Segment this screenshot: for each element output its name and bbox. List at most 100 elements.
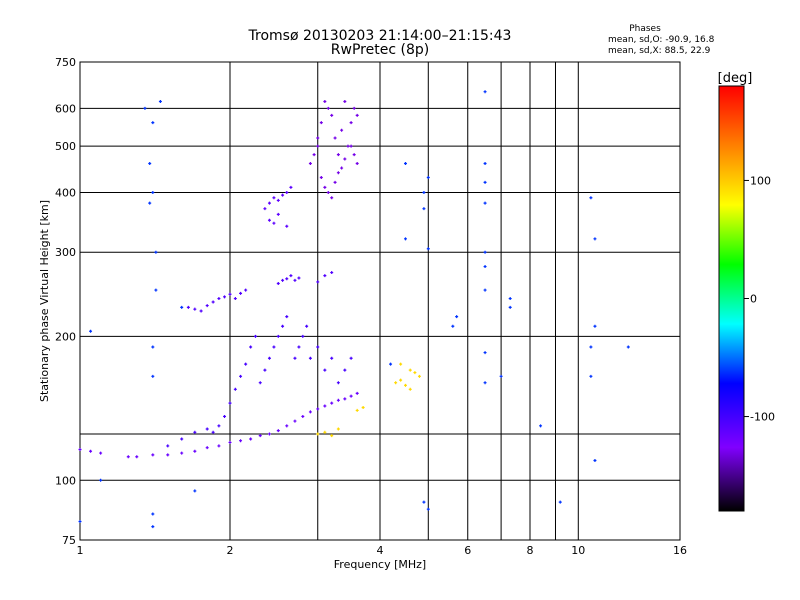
data-point bbox=[323, 404, 327, 408]
data-point bbox=[239, 439, 243, 443]
data-point bbox=[281, 278, 285, 282]
data-point bbox=[244, 288, 248, 292]
data-point bbox=[249, 437, 253, 441]
data-point bbox=[349, 356, 353, 360]
data-point bbox=[483, 351, 487, 355]
data-point bbox=[394, 381, 398, 385]
data-point bbox=[276, 198, 280, 202]
x-tick-label: 8 bbox=[527, 544, 534, 557]
colorbar-tick-label: -100 bbox=[750, 411, 775, 424]
data-point bbox=[483, 180, 487, 184]
data-point bbox=[301, 414, 305, 418]
data-point bbox=[403, 237, 407, 241]
data-point bbox=[276, 429, 280, 433]
data-point bbox=[193, 307, 197, 311]
data-point bbox=[330, 113, 334, 117]
data-point bbox=[205, 304, 209, 308]
x-tick-label: 2 bbox=[227, 544, 234, 557]
data-point bbox=[233, 297, 237, 301]
data-point bbox=[340, 166, 344, 170]
data-point bbox=[205, 427, 209, 431]
data-point bbox=[180, 451, 184, 455]
data-point bbox=[193, 449, 197, 453]
data-point bbox=[336, 153, 340, 157]
data-point bbox=[399, 378, 403, 382]
data-point bbox=[281, 193, 285, 197]
data-point bbox=[558, 500, 562, 504]
legend-title: Phases bbox=[629, 24, 661, 34]
data-point bbox=[316, 407, 320, 411]
data-point bbox=[422, 190, 426, 194]
data-point bbox=[217, 444, 221, 448]
data-point bbox=[316, 144, 320, 148]
data-point bbox=[593, 324, 597, 328]
data-point bbox=[343, 397, 347, 401]
data-point bbox=[228, 401, 232, 405]
data-point bbox=[211, 300, 215, 304]
data-point bbox=[276, 212, 280, 216]
data-point bbox=[135, 455, 139, 459]
data-point bbox=[308, 161, 312, 165]
data-point bbox=[217, 297, 221, 301]
data-point bbox=[483, 201, 487, 205]
data-point bbox=[417, 374, 421, 378]
phase-legend: Phases mean, sd,O: -90.9, 16.8 mean, sd,… bbox=[608, 24, 715, 56]
data-point bbox=[233, 387, 237, 391]
data-point bbox=[316, 432, 320, 436]
data-point bbox=[349, 394, 353, 398]
data-point bbox=[626, 345, 630, 349]
data-point bbox=[333, 180, 337, 184]
data-point bbox=[408, 387, 412, 391]
data-point bbox=[193, 489, 197, 493]
data-point bbox=[593, 458, 597, 462]
data-point bbox=[239, 374, 243, 378]
data-point bbox=[389, 362, 393, 366]
data-point bbox=[151, 190, 155, 194]
data-points bbox=[78, 90, 630, 529]
data-point bbox=[301, 334, 305, 338]
data-point bbox=[346, 144, 350, 148]
data-point bbox=[499, 374, 503, 378]
data-point bbox=[228, 292, 232, 296]
data-point bbox=[589, 345, 593, 349]
y-tick-label: 500 bbox=[55, 140, 76, 153]
data-point bbox=[323, 185, 327, 189]
chart-subtitle: RwPretec (8p) bbox=[331, 42, 429, 58]
data-point bbox=[228, 440, 232, 444]
data-point bbox=[326, 106, 330, 110]
data-point bbox=[352, 106, 356, 110]
data-point bbox=[343, 100, 347, 104]
data-point bbox=[408, 368, 412, 372]
data-point bbox=[285, 424, 289, 428]
data-point bbox=[422, 207, 426, 211]
data-point bbox=[223, 295, 227, 299]
x-tick-label: 16 bbox=[673, 544, 687, 557]
data-point bbox=[330, 434, 334, 438]
x-tick-label: 10 bbox=[571, 544, 585, 557]
data-point bbox=[258, 381, 262, 385]
data-point bbox=[593, 237, 597, 241]
data-point bbox=[589, 374, 593, 378]
data-point bbox=[336, 398, 340, 402]
data-point bbox=[352, 153, 356, 157]
data-point bbox=[267, 201, 271, 205]
data-point bbox=[78, 447, 82, 451]
data-point bbox=[336, 427, 340, 431]
legend-o-mode: mean, sd,O: -90.9, 16.8 bbox=[608, 35, 715, 45]
y-tick-label: 300 bbox=[55, 246, 76, 259]
phase-colorbar: [deg] 100 0 -100 bbox=[718, 71, 775, 512]
data-point bbox=[483, 90, 487, 94]
data-point bbox=[319, 121, 323, 125]
data-point bbox=[99, 451, 103, 455]
data-point bbox=[253, 334, 257, 338]
data-point bbox=[355, 391, 359, 395]
data-point bbox=[143, 106, 147, 110]
colorbar-tick-label: 100 bbox=[750, 174, 771, 187]
data-point bbox=[211, 430, 215, 434]
chart-title: Tromsø 20130203 21:14:00–21:15:43 bbox=[248, 28, 512, 44]
data-point bbox=[272, 221, 276, 225]
data-point bbox=[151, 121, 155, 125]
data-point bbox=[539, 424, 543, 428]
data-point bbox=[154, 250, 158, 254]
